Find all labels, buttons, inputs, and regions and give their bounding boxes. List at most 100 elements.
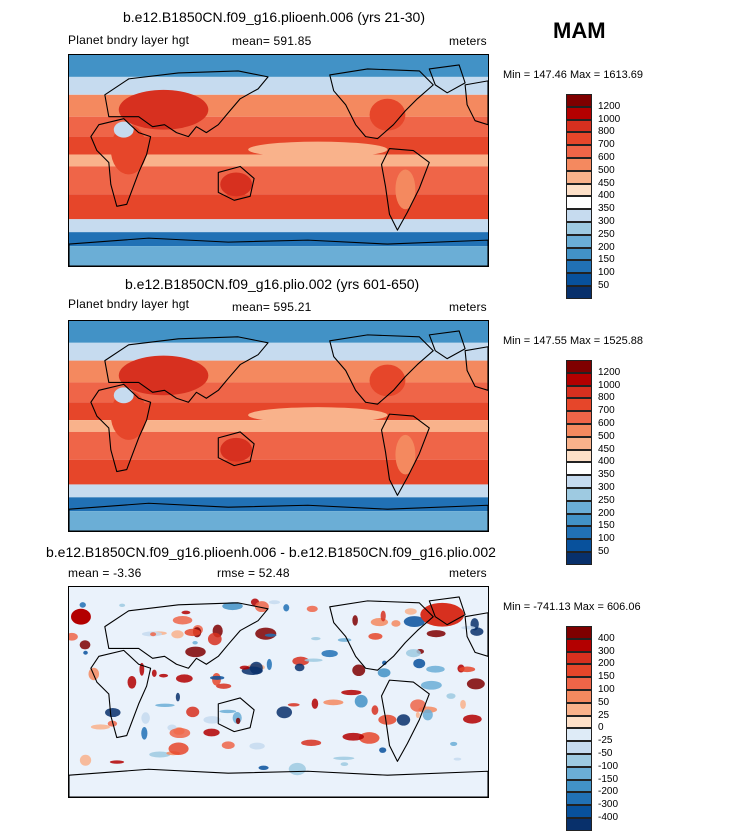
colorbar-swatch — [566, 766, 592, 780]
colorbar-swatch — [566, 689, 592, 703]
colorbar-swatch — [566, 170, 592, 184]
colorbar-label: -50 — [598, 748, 613, 759]
panel3-rmse: rmse = 52.48 — [217, 566, 290, 580]
colorbar-swatch — [566, 677, 592, 690]
colorbar-label: 200 — [598, 507, 615, 519]
panel3-map — [68, 586, 489, 798]
colorbar-swatch — [566, 285, 592, 299]
colorbar-label: 700 — [598, 405, 615, 417]
colorbar-label: 600 — [598, 152, 615, 163]
season-label: MAM — [553, 18, 606, 43]
map-field — [69, 321, 488, 531]
colorbar-swatch — [566, 398, 592, 412]
colorbar-swatch — [566, 626, 592, 639]
colorbar-swatch — [566, 651, 592, 665]
colorbar-label: 350 — [598, 469, 615, 481]
colorbar-label: 800 — [598, 126, 615, 138]
colorbar-label: -25 — [598, 735, 613, 747]
colorbar-swatch — [566, 551, 592, 565]
panel2-colorbar — [566, 360, 592, 565]
colorbar-swatch — [566, 449, 592, 463]
colorbar-label: 1000 — [598, 379, 621, 391]
colorbar-label: 150 — [598, 254, 615, 266]
colorbar-label: -400 — [598, 812, 619, 823]
colorbar-swatch — [566, 638, 592, 652]
panel1-colorbar — [566, 94, 592, 299]
panel1-map — [68, 54, 489, 267]
colorbar-swatch — [566, 475, 592, 488]
panel3-units: meters — [449, 566, 487, 580]
colorbar-label: 100 — [598, 267, 615, 279]
panel3-colorbar — [566, 626, 592, 831]
colorbar-label: -300 — [598, 799, 619, 811]
colorbar-swatch — [566, 145, 592, 158]
colorbar-label: -100 — [598, 760, 619, 772]
colorbar-label: 600 — [598, 418, 615, 429]
colorbar-swatch — [566, 94, 592, 107]
colorbar-swatch — [566, 792, 592, 806]
panel3-title: b.e12.B1850CN.f09_g16.plioenh.006 - b.e1… — [46, 544, 496, 560]
colorbar-swatch — [566, 487, 592, 501]
colorbar-label: 100 — [598, 533, 615, 545]
colorbar-label: 150 — [598, 520, 615, 532]
colorbar-label: 1200 — [598, 100, 621, 112]
panel1-title: b.e12.B1850CN.f09_g16.plioenh.006 (yrs 2… — [123, 9, 425, 25]
colorbar-swatch — [566, 234, 592, 248]
colorbar-swatch — [566, 196, 592, 210]
colorbar-swatch — [566, 221, 592, 235]
colorbar-swatch — [566, 106, 592, 120]
colorbar-swatch — [566, 664, 592, 678]
map-field — [69, 55, 488, 266]
colorbar-swatch — [566, 753, 592, 767]
panel1-variable: Planet bndry layer hgt — [68, 33, 190, 47]
colorbar-label: 350 — [598, 203, 615, 215]
colorbar-label: 450 — [598, 177, 615, 189]
colorbar-label: 300 — [598, 216, 615, 227]
colorbar-label: 500 — [598, 430, 615, 442]
colorbar-label: 50 — [598, 546, 610, 557]
colorbar-swatch — [566, 526, 592, 540]
colorbar-swatch — [566, 779, 592, 793]
panel2-mean: mean= 595.21 — [232, 300, 312, 314]
colorbar-swatch — [566, 183, 592, 197]
panel1-units: meters — [449, 34, 487, 48]
panel2-title: b.e12.B1850CN.f09_g16.plio.002 (yrs 601-… — [125, 276, 420, 292]
panel2-minmax: Min = 147.55 Max = 1525.88 — [503, 335, 644, 347]
colorbar-swatch — [566, 360, 592, 373]
colorbar-swatch — [566, 411, 592, 424]
colorbar-swatch — [566, 209, 592, 222]
colorbar-label: 300 — [598, 482, 615, 493]
colorbar-swatch — [566, 462, 592, 476]
colorbar-label: 250 — [598, 228, 615, 240]
colorbar-label: 200 — [598, 658, 615, 670]
panel3-mean: mean = -3.36 — [68, 566, 142, 580]
colorbar-label: 100 — [598, 684, 615, 695]
colorbar-swatch — [566, 436, 592, 450]
colorbar-label: 150 — [598, 671, 615, 683]
colorbar-label: 250 — [598, 494, 615, 506]
colorbar-label: 0 — [598, 722, 604, 734]
colorbar-swatch — [566, 741, 592, 754]
colorbar-label: -200 — [598, 786, 619, 798]
colorbar-swatch — [566, 157, 592, 171]
colorbar-label: 1200 — [598, 366, 621, 378]
map-field — [69, 587, 488, 797]
colorbar-label: 200 — [598, 241, 615, 253]
colorbar-swatch — [566, 132, 592, 146]
colorbar-label: 450 — [598, 443, 615, 455]
colorbar-swatch — [566, 513, 592, 527]
colorbar-swatch — [566, 817, 592, 831]
colorbar-swatch — [566, 805, 592, 818]
colorbar-label: 300 — [598, 645, 615, 657]
panel1-minmax: Min = 147.46 Max = 1613.69 — [503, 69, 644, 81]
colorbar-label: 400 — [598, 456, 615, 468]
panel2-map — [68, 320, 489, 532]
colorbar-label: 400 — [598, 190, 615, 202]
colorbar-swatch — [566, 247, 592, 261]
colorbar-label: 25 — [598, 709, 610, 721]
colorbar-label: 1000 — [598, 113, 621, 125]
panel3-minmax: Min = -741.13 Max = 606.06 — [503, 601, 641, 613]
colorbar-label: 50 — [598, 696, 610, 708]
colorbar-label: 800 — [598, 392, 615, 404]
panel1-mean: mean= 591.85 — [232, 34, 312, 48]
